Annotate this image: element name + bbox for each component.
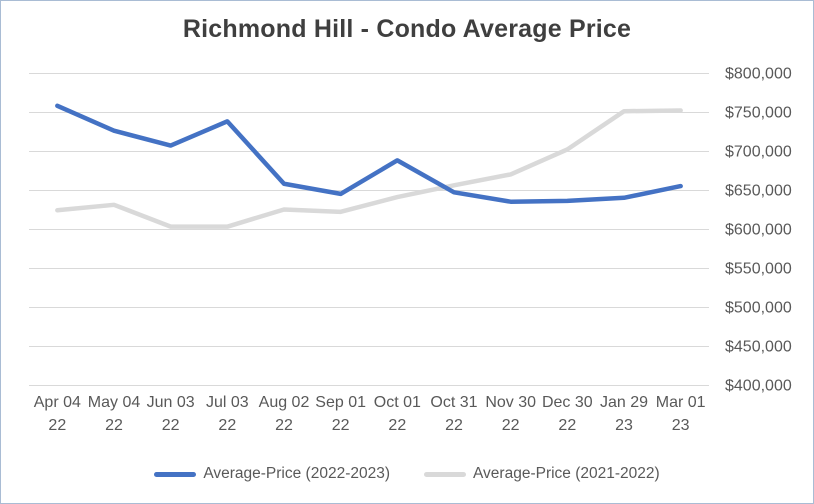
y-axis-tick-label: $700,000 bbox=[725, 144, 792, 161]
x-axis-tick-label: Jul 03 22 bbox=[206, 394, 249, 434]
legend-line-swatch-blue bbox=[154, 471, 197, 477]
legend-label-2021-2022: Average-Price (2021-2022) bbox=[473, 465, 660, 482]
y-axis-tick-label: $750,000 bbox=[725, 105, 792, 122]
x-axis-tick-label: May 04 22 bbox=[88, 394, 141, 434]
y-axis-tick-label: $800,000 bbox=[725, 66, 792, 83]
chart-title: Richmond Hill - Condo Average Price bbox=[182, 15, 632, 43]
x-axis-tick-label: Oct 31 22 bbox=[430, 394, 477, 434]
x-axis-tick-label: Sep 01 22 bbox=[315, 394, 366, 434]
legend-label-2022-2023: Average-Price (2022-2023) bbox=[203, 465, 390, 482]
series-line-2022-2023[interactable] bbox=[55, 103, 683, 204]
legend-line-swatch-gray bbox=[424, 471, 466, 477]
legend-item-average-price-2022-2023[interactable]: Average-Price (2022-2023) bbox=[154, 465, 390, 483]
y-axis-tick-label: $650,000 bbox=[725, 183, 792, 200]
x-axis-tick-label: Jan 29 23 bbox=[600, 394, 648, 434]
x-axis-tick-label: Nov 30 22 bbox=[485, 394, 536, 434]
series-line-2021-2022[interactable] bbox=[55, 108, 683, 229]
x-axis-tick-label: Oct 01 22 bbox=[374, 394, 421, 434]
y-axis-tick-label: $500,000 bbox=[725, 300, 792, 317]
x-axis-tick-label: Jun 03 22 bbox=[147, 394, 195, 434]
x-axis-tick-label: Aug 02 22 bbox=[259, 394, 310, 434]
legend-item-average-price-2021-2022[interactable]: Average-Price (2021-2022) bbox=[424, 465, 660, 483]
x-axis-tick-label: Apr 04 22 bbox=[34, 394, 81, 434]
y-axis-tick-label: $600,000 bbox=[725, 222, 792, 239]
x-axis-tick-label: Dec 30 22 bbox=[542, 394, 593, 434]
y-axis-tick-label: $550,000 bbox=[725, 261, 792, 278]
y-axis-tick-label: $450,000 bbox=[725, 339, 792, 356]
x-axis-tick-label: Mar 01 23 bbox=[656, 394, 706, 434]
y-axis-tick-label: $400,000 bbox=[725, 378, 792, 395]
chart-legend: Average-Price (2022-2023) Average-Price … bbox=[1, 459, 813, 489]
